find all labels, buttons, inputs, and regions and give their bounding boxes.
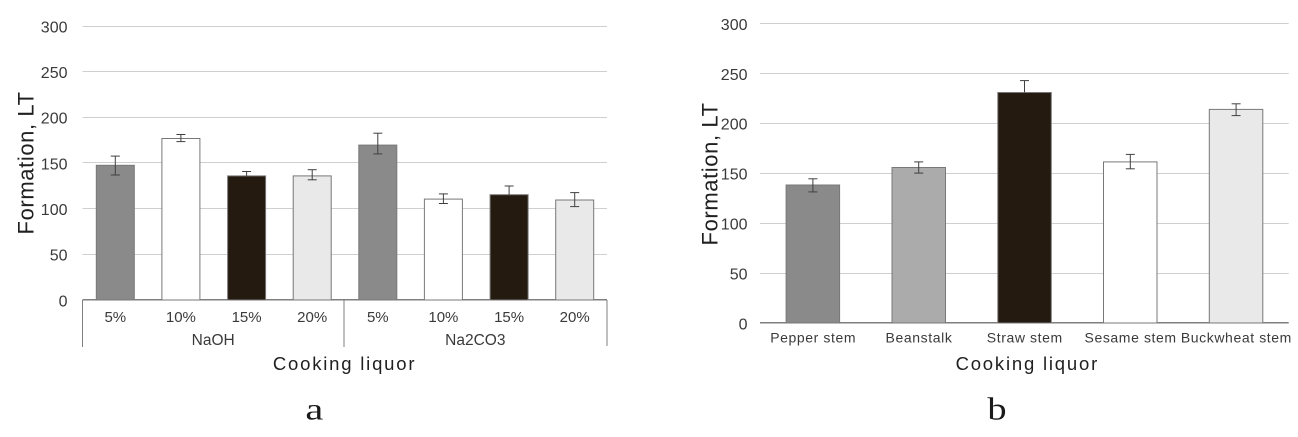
svg-text:150: 150 bbox=[721, 167, 748, 184]
svg-text:100: 100 bbox=[721, 217, 748, 234]
svg-text:Cooking liquor: Cooking liquor bbox=[956, 353, 1099, 374]
svg-text:b: b bbox=[987, 391, 1006, 426]
svg-text:Cooking liquor: Cooking liquor bbox=[273, 353, 416, 374]
svg-text:Formation, LT: Formation, LT bbox=[14, 91, 39, 234]
svg-text:50: 50 bbox=[50, 248, 68, 265]
svg-text:0: 0 bbox=[59, 293, 68, 310]
svg-text:15%: 15% bbox=[494, 309, 524, 326]
svg-text:a: a bbox=[305, 392, 323, 426]
svg-text:10%: 10% bbox=[428, 309, 458, 326]
svg-text:20%: 20% bbox=[560, 309, 590, 326]
svg-text:Pepper stem: Pepper stem bbox=[770, 329, 856, 345]
svg-text:5%: 5% bbox=[367, 309, 389, 326]
svg-text:NaOH: NaOH bbox=[192, 332, 235, 349]
svg-text:250: 250 bbox=[721, 67, 748, 84]
svg-text:50: 50 bbox=[730, 266, 748, 283]
svg-text:10%: 10% bbox=[166, 309, 196, 326]
svg-text:300: 300 bbox=[41, 19, 68, 36]
svg-text:0: 0 bbox=[739, 316, 748, 333]
svg-text:Formation, LT: Formation, LT bbox=[698, 102, 723, 245]
svg-text:20%: 20% bbox=[297, 309, 327, 326]
svg-text:200: 200 bbox=[721, 117, 748, 134]
svg-text:Na2CO3: Na2CO3 bbox=[445, 332, 505, 349]
svg-text:Straw stem: Straw stem bbox=[987, 329, 1063, 345]
svg-text:250: 250 bbox=[41, 65, 68, 82]
svg-text:5%: 5% bbox=[104, 309, 126, 326]
svg-text:Buckwheat stem: Buckwheat stem bbox=[1181, 329, 1292, 345]
svg-text:Sesame stem: Sesame stem bbox=[1085, 329, 1177, 345]
svg-text:100: 100 bbox=[41, 202, 68, 219]
svg-text:Beanstalk: Beanstalk bbox=[886, 329, 953, 345]
svg-text:150: 150 bbox=[41, 156, 68, 173]
svg-text:300: 300 bbox=[721, 17, 748, 34]
svg-text:15%: 15% bbox=[232, 309, 262, 326]
svg-text:200: 200 bbox=[41, 111, 68, 128]
